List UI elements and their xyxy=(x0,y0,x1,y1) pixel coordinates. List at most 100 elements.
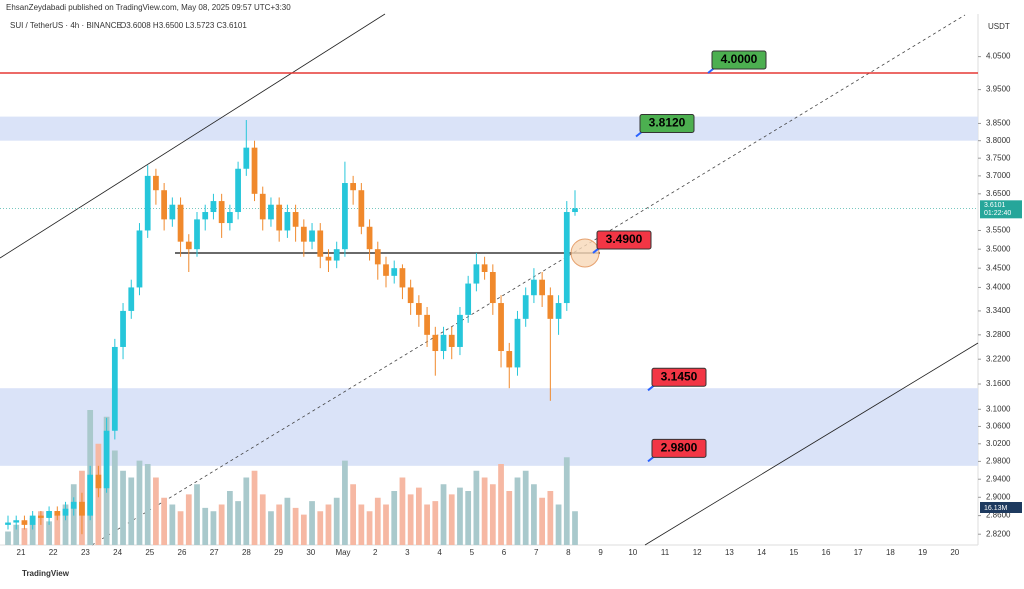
volume-bar xyxy=(235,501,241,545)
volume-bar xyxy=(383,504,389,545)
level-box xyxy=(596,230,652,250)
x-tick-label: 30 xyxy=(306,548,315,557)
volume-bar xyxy=(202,507,209,545)
volume-bar xyxy=(514,477,521,545)
candle-body xyxy=(506,351,513,368)
volume-bar xyxy=(259,494,266,545)
volume-bar xyxy=(448,494,455,545)
y-tick-label: 2.8600 xyxy=(986,511,1011,520)
y-tick-label: 3.0600 xyxy=(986,422,1011,431)
x-tick-label: 8 xyxy=(566,548,571,557)
x-tick-label: 6 xyxy=(502,548,507,557)
volume-bar xyxy=(120,470,126,545)
volume-bar xyxy=(210,511,217,545)
last-price: 3.6101 xyxy=(984,202,1006,209)
candle-body xyxy=(161,190,168,220)
volume-bar xyxy=(309,501,315,545)
candle-body xyxy=(448,334,455,347)
x-tick-label: 15 xyxy=(789,548,798,557)
candle-body xyxy=(465,283,472,315)
candle-body xyxy=(46,511,52,518)
candle-body xyxy=(333,249,340,261)
volume-bar xyxy=(547,491,554,545)
volume-bar xyxy=(29,518,36,545)
volume-bar xyxy=(563,457,570,545)
candle-body xyxy=(194,219,200,250)
x-tick-label: 16 xyxy=(822,548,831,557)
volume-bar xyxy=(111,450,118,545)
volume-bar xyxy=(37,511,44,545)
candle-body xyxy=(284,212,291,231)
channel-top xyxy=(0,13,386,259)
volume-bar xyxy=(177,511,184,545)
candle-body xyxy=(128,287,135,311)
x-tick-label: 12 xyxy=(693,548,702,557)
level-label: 4.0000 xyxy=(721,52,758,66)
x-tick-label: 2 xyxy=(373,548,378,557)
level-label: 3.8120 xyxy=(649,116,686,130)
volume-bar xyxy=(21,528,28,545)
candle-body xyxy=(62,508,69,516)
candle-body xyxy=(457,314,463,347)
y-tick-label: 3.7500 xyxy=(986,153,1011,162)
volume-bar xyxy=(13,524,20,545)
volume-bar xyxy=(243,477,250,545)
volume-bar xyxy=(457,487,463,545)
x-tick-label: 23 xyxy=(81,548,90,557)
channel-mid xyxy=(91,14,966,546)
candle-body xyxy=(177,204,184,242)
volume-bar xyxy=(268,511,274,545)
y-tick-label: 3.2200 xyxy=(986,354,1011,363)
volume-bar xyxy=(407,494,414,545)
ohlc: O3.6008 H3.6500 L3.5723 C3.6101 xyxy=(120,21,247,30)
candle-body xyxy=(531,279,537,296)
volume-bar xyxy=(350,484,357,545)
volume-bar xyxy=(128,477,135,545)
volume-bar xyxy=(473,470,480,545)
y-tick-label: 3.1000 xyxy=(986,404,1011,413)
volume-bar xyxy=(572,511,578,545)
y-tick-label: 3.1600 xyxy=(986,379,1011,388)
x-tick-label: 28 xyxy=(242,548,251,557)
volume-bar xyxy=(226,491,233,545)
candle-body xyxy=(325,256,332,261)
candle-body xyxy=(489,272,496,304)
volume-bar xyxy=(169,504,176,545)
volume-bar xyxy=(333,497,340,545)
candle-body xyxy=(210,201,217,213)
zone xyxy=(0,116,978,141)
volume-bar xyxy=(539,497,546,545)
candle-body xyxy=(202,212,209,220)
x-tick-label: 22 xyxy=(49,548,58,557)
volume-bar xyxy=(432,501,439,545)
volume-bar xyxy=(498,464,504,545)
volume-bar xyxy=(342,460,348,545)
candle-body xyxy=(111,346,118,431)
y-tick-label: 4.0500 xyxy=(986,52,1011,61)
y-tick-label: 3.3400 xyxy=(986,306,1011,315)
currency: USDT xyxy=(988,22,1010,31)
y-tick-label: 3.5000 xyxy=(986,244,1011,253)
x-tick-label: 20 xyxy=(950,548,959,557)
candle-body xyxy=(391,268,398,276)
candle-body xyxy=(37,515,44,518)
candle-body xyxy=(514,318,521,368)
candle-body xyxy=(547,295,554,319)
volume-bar xyxy=(506,491,513,545)
x-tick-label: 3 xyxy=(405,548,410,557)
candle-body xyxy=(120,310,126,347)
candle-body xyxy=(276,204,283,231)
candle-body xyxy=(21,520,28,525)
y-tick-label: 3.7000 xyxy=(986,171,1011,180)
candle-body xyxy=(440,334,447,352)
volume-bar xyxy=(62,504,69,545)
candle-body xyxy=(309,230,315,242)
x-tick-label: 4 xyxy=(437,548,442,557)
candle-body xyxy=(366,226,373,250)
candle-body xyxy=(563,212,570,304)
candle-body xyxy=(473,264,480,284)
volume-bar xyxy=(300,514,307,545)
volume-bar xyxy=(415,487,422,545)
volume-bar xyxy=(194,484,200,545)
